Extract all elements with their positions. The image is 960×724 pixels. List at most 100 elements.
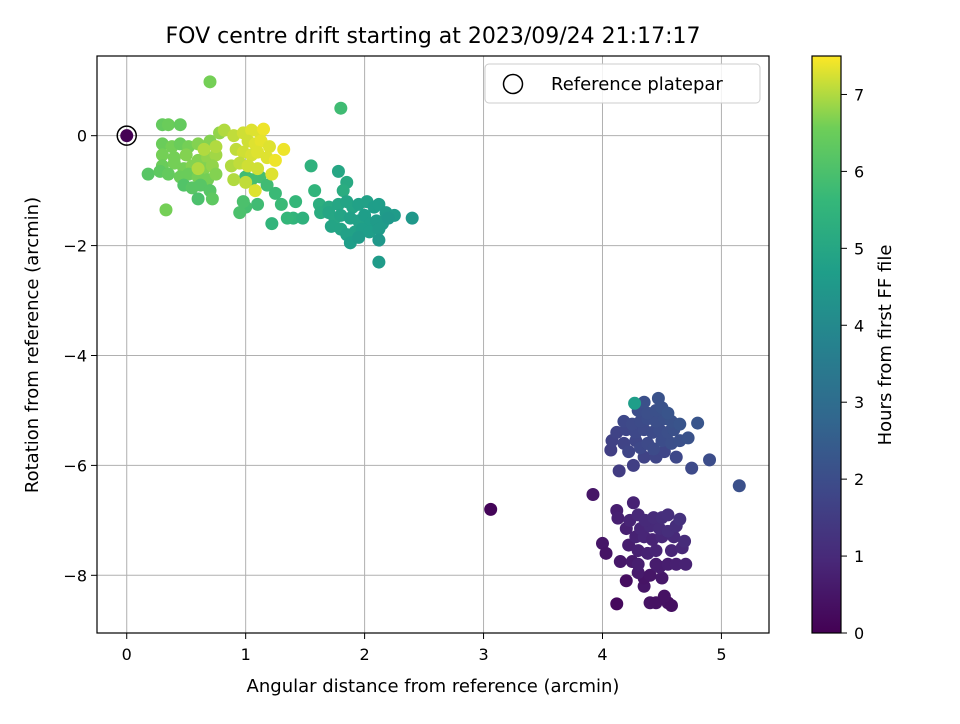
data-point (691, 416, 705, 430)
data-point (257, 122, 271, 136)
data-point (227, 173, 241, 187)
data-point (612, 464, 626, 478)
data-point (631, 557, 645, 571)
data-point (661, 406, 675, 420)
colorbar-tick-label: 6 (854, 162, 864, 181)
colorbar-tick-label: 5 (854, 239, 864, 258)
data-point (647, 442, 661, 456)
data-point (236, 195, 250, 209)
data-point (664, 544, 678, 558)
data-point (277, 142, 291, 156)
y-axis-label: Rotation from reference (arcmin) (22, 197, 43, 493)
data-point (484, 502, 498, 516)
data-point (251, 145, 265, 159)
colorbar-ticks: 0 1 2 3 4 5 6 7 (841, 85, 864, 643)
legend-marker-icon (502, 73, 524, 95)
x-tick-label: 0 (122, 645, 132, 664)
data-point (308, 184, 322, 198)
data-point (331, 164, 345, 178)
data-point (626, 496, 640, 510)
data-point (203, 75, 217, 89)
colorbar-tick-label: 7 (854, 85, 864, 104)
colorbar-label: Hours from first FF file (875, 245, 896, 446)
data-point (268, 186, 282, 200)
data-point (217, 123, 231, 137)
reference-platepar-marker (116, 125, 137, 146)
data-point (673, 417, 687, 431)
data-point (673, 512, 687, 526)
data-point (626, 458, 640, 472)
reference-platepar-ring (116, 125, 137, 146)
data-point (209, 167, 223, 181)
data-point (405, 211, 419, 225)
data-point (274, 197, 288, 211)
data-point (197, 142, 211, 156)
data-point (679, 557, 693, 571)
y-tick-label: −2 (63, 237, 87, 256)
data-point (141, 167, 155, 181)
data-point (179, 148, 193, 162)
data-point (637, 395, 651, 409)
data-point (251, 197, 265, 211)
x-tick-label: 4 (597, 645, 607, 664)
colorbar-tick-label: 2 (854, 470, 864, 489)
data-point (155, 148, 169, 162)
y-axis-ticks: 0 −2 −4 −6 −8 (63, 127, 97, 585)
data-point (265, 167, 279, 181)
data-point (586, 488, 600, 502)
data-point (651, 391, 665, 405)
data-point (681, 431, 695, 445)
data-point (289, 195, 303, 209)
data-point (372, 222, 386, 236)
colorbar-tick-label: 3 (854, 393, 864, 412)
data-point (643, 568, 657, 582)
plot-frame (96, 55, 770, 634)
data-points (141, 75, 746, 613)
data-point (280, 211, 294, 225)
y-tick-label: 0 (77, 127, 87, 146)
y-tick-label: −6 (63, 456, 87, 475)
x-axis-label: Angular distance from reference (arcmin) (247, 676, 620, 697)
data-point (352, 230, 366, 244)
y-tick-label: −4 (63, 346, 87, 365)
data-point (622, 445, 636, 459)
data-point (296, 211, 310, 225)
x-tick-label: 5 (716, 645, 726, 664)
data-point (381, 211, 395, 225)
data-point (655, 571, 669, 585)
data-point (661, 508, 675, 522)
data-point (161, 118, 175, 132)
data-point (678, 534, 692, 548)
legend-box (484, 63, 761, 104)
data-point (159, 203, 173, 217)
data-point (599, 546, 613, 560)
data-point (613, 555, 627, 569)
data-point (703, 453, 717, 467)
data-point (334, 101, 348, 115)
chart-title: FOV centre drift starting at 2023/09/24 … (166, 24, 701, 49)
data-point (664, 599, 678, 613)
x-axis-ticks: 0 1 2 3 4 5 (122, 633, 727, 664)
x-tick-label: 2 (360, 645, 370, 664)
x-tick-label: 3 (478, 645, 488, 664)
data-point (268, 153, 282, 167)
data-point (610, 597, 624, 611)
data-point (304, 159, 318, 173)
data-point (193, 178, 207, 192)
colorbar: 0 1 2 3 4 5 6 7 Hours from first FF file (811, 55, 896, 643)
data-point (248, 184, 262, 198)
data-point (262, 140, 276, 154)
data-point (372, 255, 386, 269)
reference-data-point (120, 129, 134, 143)
data-point (167, 156, 181, 170)
data-point (233, 206, 247, 220)
data-point (260, 178, 274, 192)
colorbar-tick-label: 0 (854, 624, 864, 643)
data-point (657, 589, 671, 603)
colorbar-gradient (811, 55, 842, 634)
data-point (685, 461, 699, 475)
data-point (619, 574, 633, 588)
colorbar-tick-label: 1 (854, 547, 864, 566)
data-point (669, 557, 683, 571)
